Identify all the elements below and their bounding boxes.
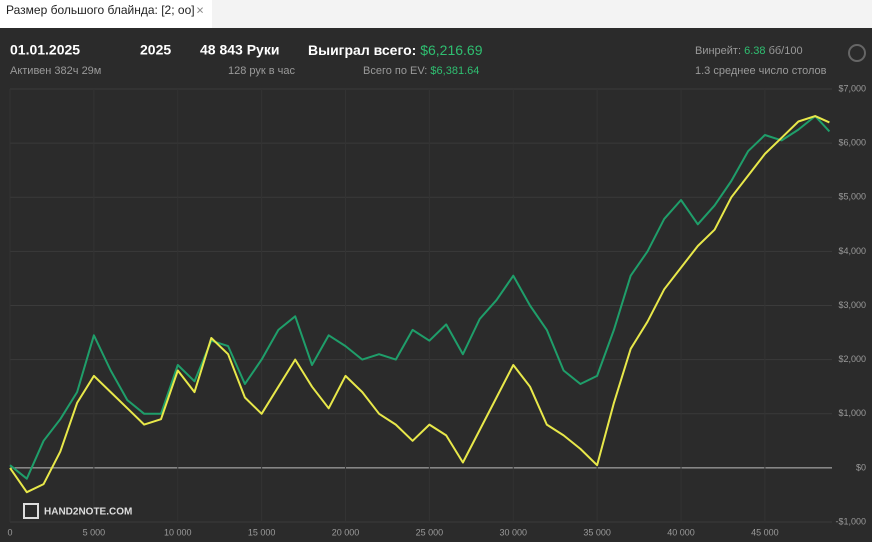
- won-label: Выиграл всего:: [308, 42, 416, 58]
- y-tick-label: -$1,000: [835, 516, 866, 526]
- hands-rate: 128 рук в час: [228, 65, 296, 77]
- active-time: Активен 382ч 29м: [10, 65, 101, 77]
- y-tick-label: $2,000: [838, 354, 866, 364]
- ev: Всего по EV: $6,381.64: [363, 65, 479, 77]
- tables: 1.3 среднее число столов: [695, 65, 827, 77]
- x-tick-label: 5 000: [83, 527, 106, 537]
- x-tick-label: 40 000: [667, 527, 695, 537]
- watermark: HAND2NOTE.COM: [44, 507, 132, 518]
- y-tick-label: $3,000: [838, 300, 866, 310]
- x-tick-label: 35 000: [583, 527, 611, 537]
- hands: 48 843 Руки: [200, 42, 279, 58]
- x-tick-label: 20 000: [332, 527, 360, 537]
- x-tick-label: 0: [7, 527, 12, 537]
- x-tick-label: 15 000: [248, 527, 276, 537]
- panel: [0, 28, 872, 542]
- series-line: [9, 115, 831, 480]
- winrate-value: 6.38: [744, 45, 765, 57]
- tab-title: Размер большого блайнда: [2; oo]: [6, 3, 195, 17]
- won-value: $6,216.69: [420, 42, 482, 58]
- watermark-icon: [23, 503, 39, 519]
- tab-close[interactable]: ×: [196, 2, 204, 17]
- y-tick-label: $4,000: [838, 246, 866, 256]
- series-line: [9, 115, 830, 494]
- settings-icon[interactable]: [848, 44, 866, 62]
- ev-label: Всего по EV:: [363, 65, 427, 77]
- x-tick-label: 30 000: [499, 527, 527, 537]
- y-tick-label: $6,000: [838, 138, 866, 148]
- tab[interactable]: [0, 0, 212, 28]
- y-tick-label: $1,000: [838, 408, 866, 418]
- y-tick-label: $5,000: [838, 192, 866, 202]
- winrate-label: Винрейт:: [695, 45, 741, 57]
- date: 01.01.2025: [10, 42, 80, 58]
- ev-value: $6,381.64: [430, 65, 479, 77]
- y-tick-label: $7,000: [838, 83, 866, 93]
- winrate-unit: бб/100: [769, 45, 803, 57]
- x-tick-label: 25 000: [416, 527, 444, 537]
- x-tick-label: 45 000: [751, 527, 779, 537]
- y-tick-label: $0: [856, 462, 866, 472]
- won: Выиграл всего: $6,216.69: [308, 42, 483, 58]
- year: 2025: [140, 42, 171, 58]
- x-tick-label: 10 000: [164, 527, 192, 537]
- winrate: Винрейт: 6.38 бб/100: [695, 45, 803, 57]
